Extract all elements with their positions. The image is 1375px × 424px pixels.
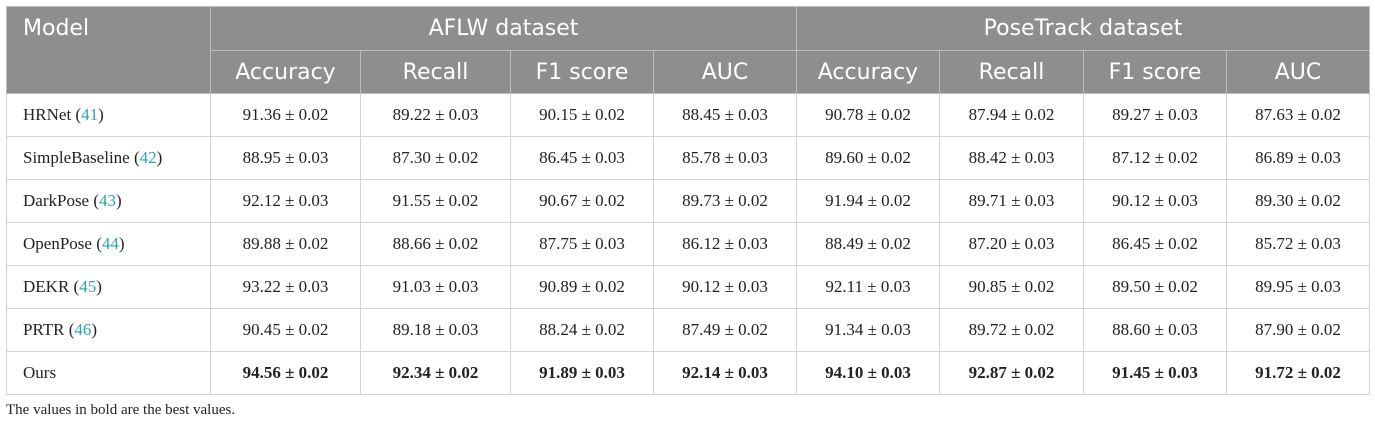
metric-value-cell: 87.63 ± 0.02 [1226, 93, 1370, 137]
table-row: SimpleBaseline (42) 88.95 ± 0.03 87.30 ± 0… [6, 136, 1370, 180]
metric-value-cell: 86.45 ± 0.03 [510, 136, 654, 180]
metric-header: Accuracy [210, 50, 361, 94]
metric-value-cell: 89.22 ± 0.03 [360, 93, 511, 137]
metric-value-cell: 89.95 ± 0.03 [1226, 265, 1370, 309]
metric-value-cell: 90.85 ± 0.02 [939, 265, 1084, 309]
group-header-aflw: AFLW dataset [210, 6, 797, 51]
metric-value-cell: 91.36 ± 0.02 [210, 93, 361, 137]
metric-value-cell: 89.72 ± 0.02 [939, 308, 1084, 352]
metric-header: Accuracy [796, 50, 940, 94]
model-name-cell: Ours [6, 351, 211, 395]
metric-value-cell: 87.12 ± 0.02 [1083, 136, 1227, 180]
table-row: DEKR (45) 93.22 ± 0.03 91.03 ± 0.03 90.89 ±… [6, 265, 1370, 309]
metric-header: F1 score [1083, 50, 1227, 94]
metric-header: AUC [1226, 50, 1370, 94]
reference-link[interactable]: 43 [99, 191, 117, 210]
model-name: DEKR [23, 277, 70, 296]
metric-value-cell: 90.15 ± 0.02 [510, 93, 654, 137]
metric-value-cell: 89.73 ± 0.02 [653, 179, 797, 223]
metric-header: Recall [360, 50, 511, 94]
metric-value-cell: 92.34 ± 0.02 [360, 351, 511, 395]
metric-header: AUC [653, 50, 797, 94]
metric-value-cell: 87.94 ± 0.02 [939, 93, 1084, 137]
metric-value-cell: 87.20 ± 0.03 [939, 222, 1084, 266]
metric-value-cell: 89.50 ± 0.02 [1083, 265, 1227, 309]
metric-value-cell: 93.22 ± 0.03 [210, 265, 361, 309]
metric-value-cell: 91.94 ± 0.02 [796, 179, 940, 223]
table-footnote: The values in bold are the best values. [6, 402, 236, 418]
metric-value-cell: 86.89 ± 0.03 [1226, 136, 1370, 180]
reference-link[interactable]: 46 [74, 320, 92, 339]
model-name-cell: SimpleBaseline (42) [6, 136, 211, 180]
table-row: OpenPose (44) 89.88 ± 0.02 88.66 ± 0.02 87.… [6, 222, 1370, 266]
metric-value-cell: 89.88 ± 0.02 [210, 222, 361, 266]
metric-value-cell: 86.12 ± 0.03 [653, 222, 797, 266]
table-body: HRNet (41) 91.36 ± 0.02 89.22 ± 0.03 90.15 … [6, 93, 1370, 395]
metric-value-cell: 92.87 ± 0.02 [939, 351, 1084, 395]
metric-value-cell: 90.78 ± 0.02 [796, 93, 940, 137]
metric-value-cell: 89.60 ± 0.02 [796, 136, 940, 180]
metric-value-cell: 87.49 ± 0.02 [653, 308, 797, 352]
metric-value-cell: 90.67 ± 0.02 [510, 179, 654, 223]
model-name: HRNet [23, 105, 72, 124]
metric-value-cell: 91.03 ± 0.03 [360, 265, 511, 309]
metric-value-cell: 89.18 ± 0.03 [360, 308, 511, 352]
metric-value-cell: 91.72 ± 0.02 [1226, 351, 1370, 395]
metric-value-cell: 88.49 ± 0.02 [796, 222, 940, 266]
group-header-posetrack: PoseTrack dataset [796, 6, 1370, 51]
model-name-cell: DEKR (45) [6, 265, 211, 309]
metric-value-cell: 91.55 ± 0.02 [360, 179, 511, 223]
model-name: DarkPose [23, 191, 90, 210]
metric-value-cell: 90.12 ± 0.03 [1083, 179, 1227, 223]
metric-value-cell: 91.34 ± 0.03 [796, 308, 940, 352]
model-name: OpenPose [23, 234, 92, 253]
metric-value-cell: 92.14 ± 0.03 [653, 351, 797, 395]
metric-header: F1 score [510, 50, 654, 94]
metric-value-cell: 92.12 ± 0.03 [210, 179, 361, 223]
metric-value-cell: 90.89 ± 0.02 [510, 265, 654, 309]
metric-value-cell: 87.75 ± 0.03 [510, 222, 654, 266]
metric-value-cell: 94.10 ± 0.03 [796, 351, 940, 395]
metric-value-cell: 85.72 ± 0.03 [1226, 222, 1370, 266]
metric-value-cell: 92.11 ± 0.03 [796, 265, 940, 309]
model-name: SimpleBaseline [23, 148, 130, 167]
metric-value-cell: 90.45 ± 0.02 [210, 308, 361, 352]
table-row: Ours 94.56 ± 0.02 92.34 ± 0.02 91.89 ± 0.03… [6, 351, 1370, 395]
table-row: PRTR (46) 90.45 ± 0.02 89.18 ± 0.03 88.24 ±… [6, 308, 1370, 352]
model-name: PRTR [23, 320, 65, 339]
reference-link[interactable]: 42 [139, 148, 157, 167]
metric-value-cell: 94.56 ± 0.02 [210, 351, 361, 395]
model-name-cell: HRNet (41) [6, 93, 211, 137]
metric-value-cell: 89.27 ± 0.03 [1083, 93, 1227, 137]
metric-header: Recall [939, 50, 1084, 94]
metric-value-cell: 88.95 ± 0.03 [210, 136, 361, 180]
metric-value-cell: 87.30 ± 0.02 [360, 136, 511, 180]
table-header: Model AFLW dataset PoseTrack dataset Acc… [6, 6, 1370, 94]
results-table: Model AFLW dataset PoseTrack dataset Acc… [6, 6, 1370, 395]
model-name-cell: OpenPose (44) [6, 222, 211, 266]
reference-link[interactable]: 41 [81, 105, 99, 124]
metric-value-cell: 89.71 ± 0.03 [939, 179, 1084, 223]
model-column-header: Model [6, 6, 211, 94]
metric-value-cell: 91.89 ± 0.03 [510, 351, 654, 395]
metric-value-cell: 88.24 ± 0.02 [510, 308, 654, 352]
reference-link[interactable]: 45 [79, 277, 97, 296]
model-name-cell: DarkPose (43) [6, 179, 211, 223]
table-row: DarkPose (43) 92.12 ± 0.03 91.55 ± 0.02 90.… [6, 179, 1370, 223]
metric-value-cell: 85.78 ± 0.03 [653, 136, 797, 180]
metric-value-cell: 88.42 ± 0.03 [939, 136, 1084, 180]
metric-value-cell: 87.90 ± 0.02 [1226, 308, 1370, 352]
model-name-cell: PRTR (46) [6, 308, 211, 352]
metric-value-cell: 90.12 ± 0.03 [653, 265, 797, 309]
table-row: HRNet (41) 91.36 ± 0.02 89.22 ± 0.03 90.15 … [6, 93, 1370, 137]
model-name: Ours [23, 363, 57, 382]
reference-link[interactable]: 44 [101, 234, 119, 253]
metric-value-cell: 88.45 ± 0.03 [653, 93, 797, 137]
metric-value-cell: 89.30 ± 0.02 [1226, 179, 1370, 223]
metric-value-cell: 88.66 ± 0.02 [360, 222, 511, 266]
metric-value-cell: 91.45 ± 0.03 [1083, 351, 1227, 395]
metric-value-cell: 86.45 ± 0.02 [1083, 222, 1227, 266]
metric-value-cell: 88.60 ± 0.03 [1083, 308, 1227, 352]
